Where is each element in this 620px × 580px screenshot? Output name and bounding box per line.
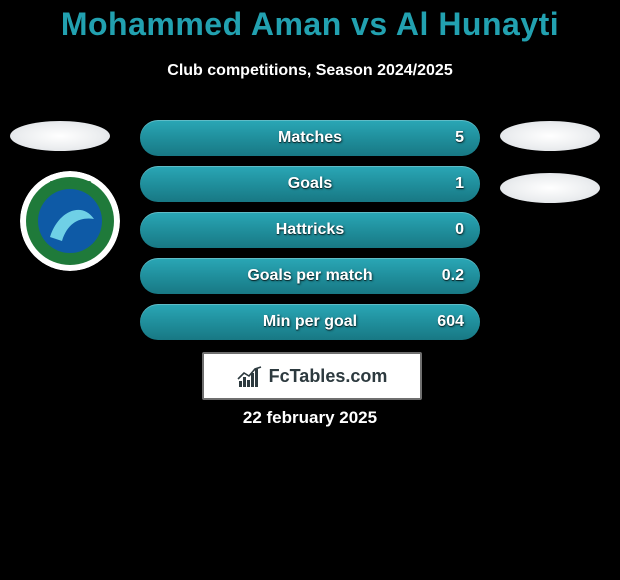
stat-label: Hattricks — [140, 221, 480, 239]
subtitle: Club competitions, Season 2024/2025 — [0, 62, 620, 80]
comparison-infographic: Mohammed Aman vs Al Hunayti Club competi… — [0, 0, 620, 580]
title: Mohammed Aman vs Al Hunayti — [0, 6, 620, 43]
bar-chart-icon — [237, 365, 263, 387]
stat-bar: Goals 1 — [140, 166, 480, 202]
stat-bar: Matches 5 — [140, 120, 480, 156]
player-left-placeholder — [10, 121, 110, 151]
brand-box: FcTables.com — [202, 352, 422, 400]
stat-value: 0 — [455, 221, 464, 239]
stat-bar: Goals per match 0.2 — [140, 258, 480, 294]
stat-label: Matches — [140, 129, 480, 147]
svg-text:ALFATEH FC: ALFATEH FC — [48, 181, 91, 188]
stat-bars: Matches 5 Goals 1 Hattricks 0 Goals per … — [140, 120, 480, 350]
stat-bar: Min per goal 604 — [140, 304, 480, 340]
stat-value: 1 — [455, 175, 464, 193]
footer-date: 22 february 2025 — [0, 408, 620, 428]
player-right-placeholder — [500, 121, 600, 151]
alfateh-fc-icon: ALFATEH FC — [20, 171, 120, 271]
stat-value: 5 — [455, 129, 464, 147]
club-right-placeholder — [500, 173, 600, 203]
club-left-badge: ALFATEH FC — [20, 171, 120, 271]
stat-value: 0.2 — [442, 267, 464, 285]
stat-label: Min per goal — [140, 313, 480, 331]
stat-bar: Hattricks 0 — [140, 212, 480, 248]
stat-value: 604 — [437, 313, 464, 331]
brand-text: FcTables.com — [269, 366, 388, 387]
stat-label: Goals — [140, 175, 480, 193]
stat-label: Goals per match — [140, 267, 480, 285]
